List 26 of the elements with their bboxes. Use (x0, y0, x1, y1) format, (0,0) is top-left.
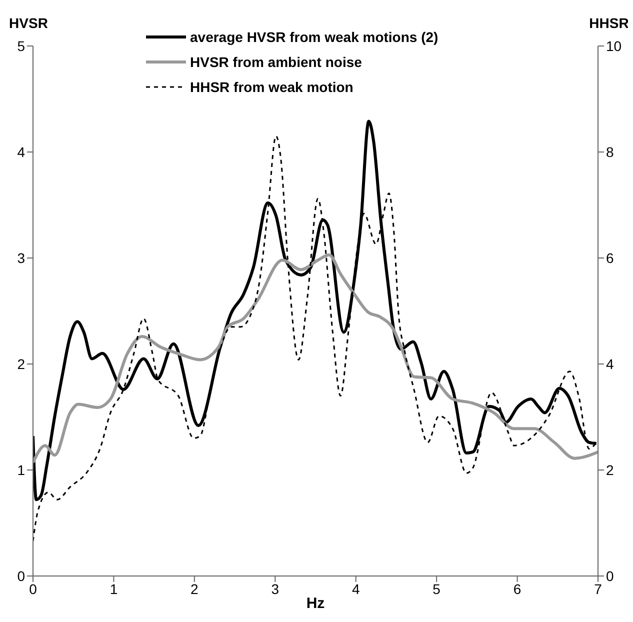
x-tick-label: 1 (110, 580, 118, 597)
y-tick-label: 5 (17, 38, 26, 54)
x-axis-title: Hz (306, 595, 325, 612)
y-tick-label: 3 (17, 250, 26, 266)
y2-tick-label: 4 (606, 356, 614, 372)
legend-label: HHSR from weak motion (190, 78, 354, 94)
line-series (33, 253, 598, 464)
legend-label: HVSR from ambient noise (190, 54, 362, 70)
y2-tick-label: 8 (606, 144, 614, 160)
y-axis-title: HVSR (9, 15, 48, 31)
x-tick-label: 0 (29, 580, 38, 597)
y2-tick-label: 10 (606, 38, 622, 54)
x-tick-label: 3 (271, 580, 280, 597)
x-tick-label: 6 (513, 580, 522, 597)
y2-tick-label: 6 (606, 250, 614, 266)
x-tick-label: 4 (352, 580, 360, 597)
x-tick-label: 7 (594, 580, 602, 597)
y-tick-label: 2 (17, 356, 26, 372)
legend-label: average HVSR from weak motions (2) (190, 28, 438, 44)
y2-tick-label: 0 (606, 568, 614, 584)
x-tick-label: 2 (190, 580, 199, 597)
y2-tick-label: 2 (606, 462, 614, 478)
y-tick-label: 0 (17, 568, 26, 584)
y-tick-label: 1 (17, 462, 26, 478)
x-tick-label: 5 (432, 580, 441, 597)
y-tick-label: 4 (17, 144, 26, 160)
